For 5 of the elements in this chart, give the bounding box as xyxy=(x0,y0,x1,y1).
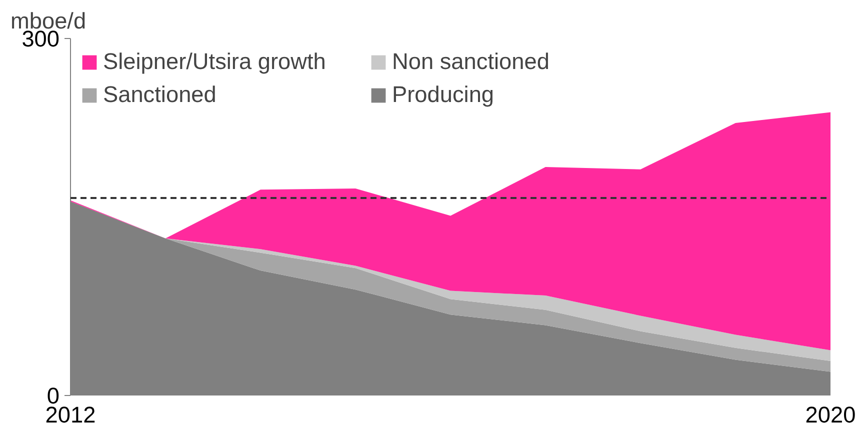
legend-label: Sleipner/Utsira growth xyxy=(103,48,327,75)
legend-label: Non sanctioned xyxy=(392,48,550,75)
legend-label: Producing xyxy=(392,81,496,108)
x-tick-label: 2020 xyxy=(805,402,856,428)
legend-label: Sanctioned xyxy=(103,81,218,108)
